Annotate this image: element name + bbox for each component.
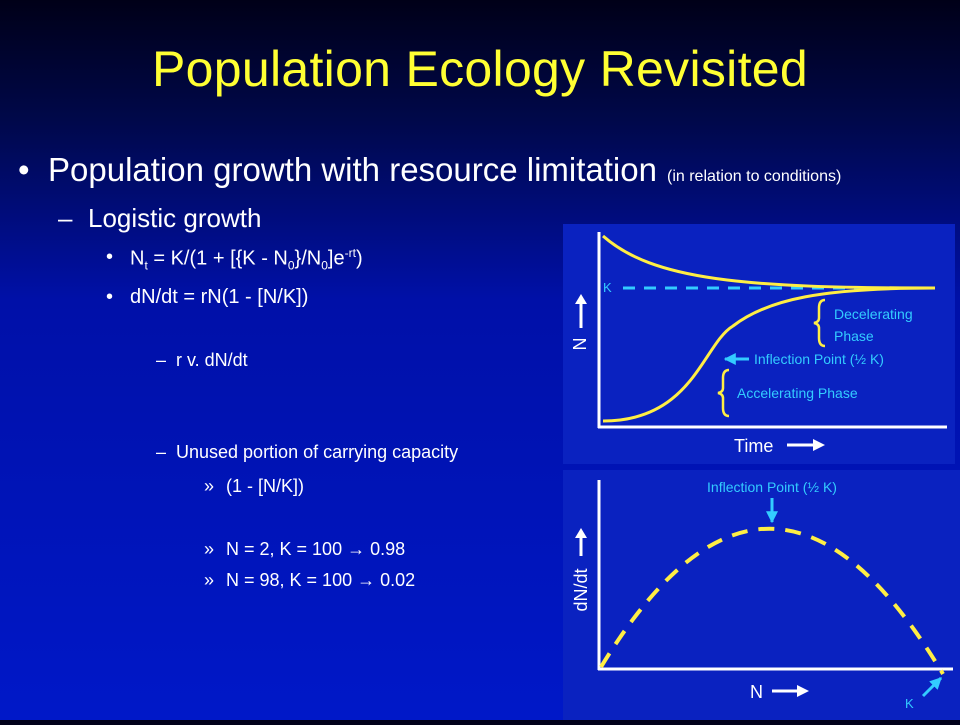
example-1-text: N = 2, K = 100 → 0.98 <box>226 539 406 559</box>
growth-rate-curve <box>599 526 945 676</box>
eq-sub: t <box>144 258 148 273</box>
accelerating-brace <box>717 368 730 418</box>
bullet-dot: • <box>106 286 114 308</box>
logistic-curve-graph: N K Decelerating Phase Inflection Point … <box>570 232 947 456</box>
x-arrow-head-icon <box>797 685 809 697</box>
formula-unused-text: (1 - [N/K]) <box>226 476 305 496</box>
x-arrow-head-icon <box>813 439 825 451</box>
x-axis-label: Time <box>734 436 773 456</box>
logistic-curve-panel: N K Decelerating Phase Inflection Point … <box>563 224 955 464</box>
growth-rate-graph: Inflection Point (½ K) dN/dt N K <box>571 479 953 711</box>
example-1: » N = 2, K = 100 → 0.98 <box>204 539 406 560</box>
logistic-growth-label: Logistic growth <box>88 203 262 233</box>
eq-part: = K/(1 + [{K - N <box>147 247 288 270</box>
example-2-text: N = 98, K = 100 → 0.02 <box>226 570 416 590</box>
inflection-label: Inflection Point (½ K) <box>754 351 884 367</box>
bullet-note: (in relation to conditions) <box>666 168 842 185</box>
bullet-resource-limitation: • Population growth with resource limita… <box>18 151 842 189</box>
y-axis-label: N <box>570 338 590 351</box>
raquo-marker: » <box>204 570 215 590</box>
k-label: K <box>603 280 612 295</box>
eq-part: ) <box>355 247 363 270</box>
decelerating-label-2: Phase <box>834 328 874 344</box>
accelerating-label: Accelerating Phase <box>737 385 858 401</box>
formula-unused: » (1 - [N/K]) <box>204 476 305 497</box>
item-unused-text: Unused portion of carrying capacity <box>176 442 459 462</box>
eq-sub: 0 <box>321 258 328 273</box>
k-label: K <box>905 696 914 711</box>
raquo-marker: » <box>204 476 215 496</box>
eq-sub: 0 <box>287 258 295 273</box>
item-r-text: r v. dN/dt <box>176 350 248 370</box>
decline-curve <box>602 234 936 290</box>
growth-rate-panel: Inflection Point (½ K) dN/dt N K <box>563 470 960 720</box>
y-arrow-head-icon <box>575 528 587 538</box>
bullet-main-text: Population growth with resource limitati… <box>48 151 657 188</box>
y-axis-label: dN/dt <box>571 568 591 611</box>
y-arrow-head-icon <box>575 294 587 304</box>
equation-dndt: • dN/dt = rN(1 - [N/K]) <box>106 286 309 309</box>
equation-nt: • Nt = K/(1 + [{K - N0}/N0]e-rt) <box>106 246 363 273</box>
decelerating-brace <box>813 298 826 348</box>
eq-part: ]e <box>327 247 345 270</box>
dash-marker: – <box>156 350 167 370</box>
inflection-label: Inflection Point (½ K) <box>707 479 837 495</box>
x-axis-label: N <box>750 682 763 702</box>
k-arrow-icon <box>921 676 943 698</box>
slide-title: Population Ecology Revisited <box>151 41 808 97</box>
subitem-logistic: – Logistic growth <box>58 203 262 234</box>
eq-part: N <box>130 247 145 270</box>
raquo-marker: » <box>204 539 215 559</box>
dash-marker: – <box>58 203 73 233</box>
decelerating-label: Decelerating <box>834 306 913 322</box>
logistic-curve <box>602 286 936 423</box>
item-r-vs-dndt: – r v. dN/dt <box>156 350 248 371</box>
eq-part: }/N <box>294 247 322 270</box>
example-2: » N = 98, K = 100 → 0.02 <box>204 570 416 591</box>
bullet-dot: • <box>106 246 114 268</box>
equation-dndt-text: dN/dt = rN(1 - [N/K]) <box>130 286 309 308</box>
dash-marker: – <box>156 442 167 462</box>
eq-sup: -rt <box>344 246 356 260</box>
item-unused-capacity: – Unused portion of carrying capacity <box>156 442 459 463</box>
bullet-dot: • <box>18 151 30 188</box>
